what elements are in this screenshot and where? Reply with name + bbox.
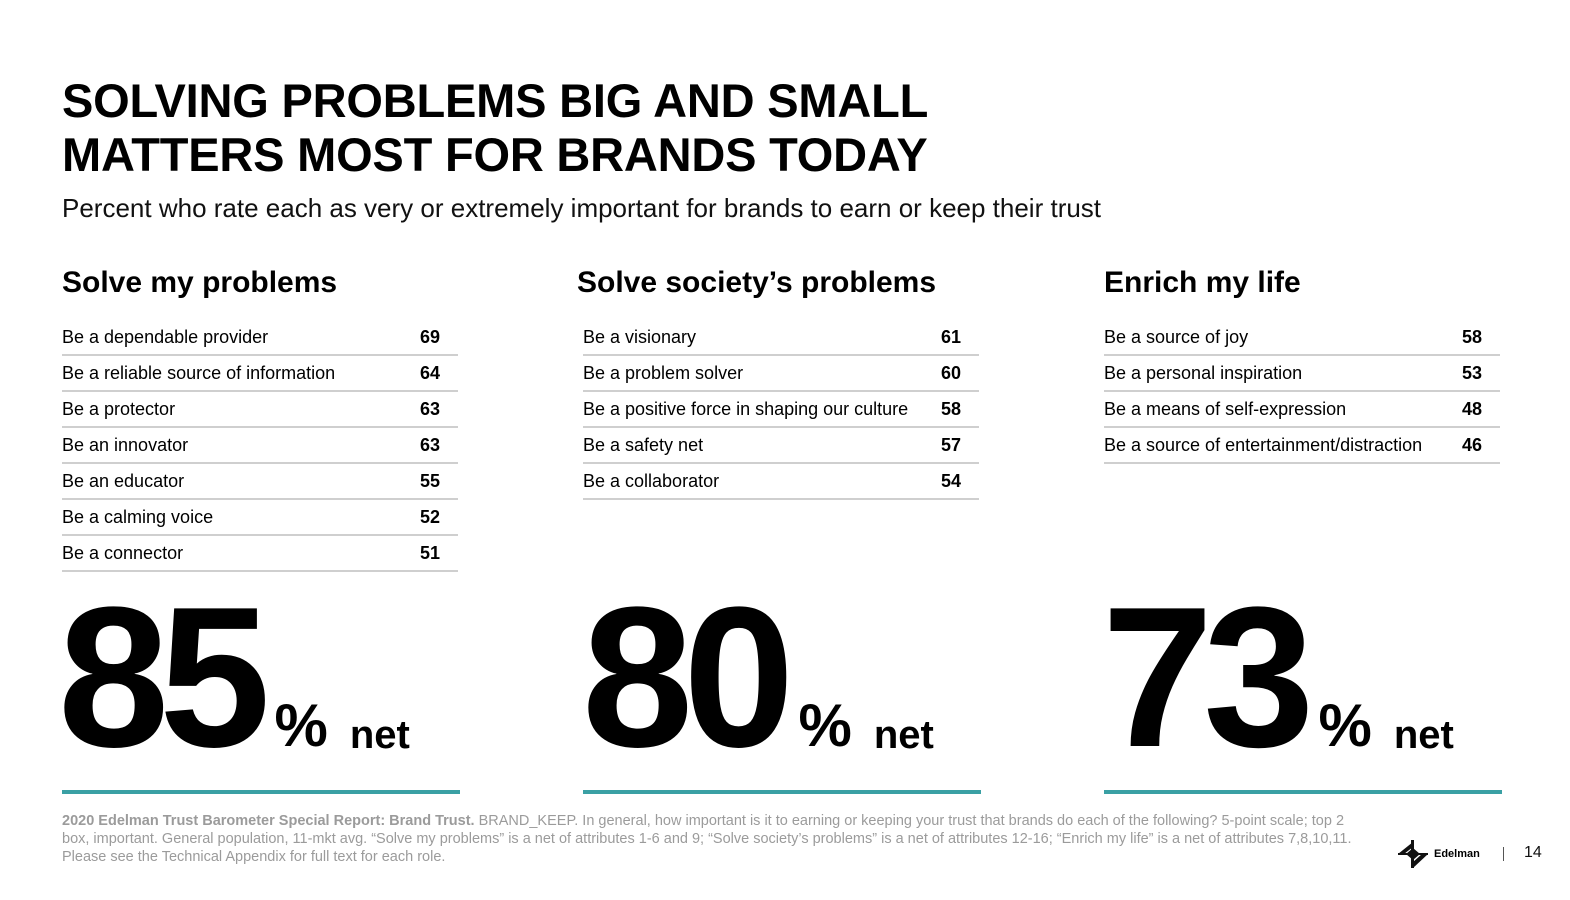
attribute-row: Be an educator 55 — [62, 464, 458, 500]
attribute-list: Be a visionary 61 Be a problem solver 60 B… — [583, 320, 979, 500]
net-stat-solve-societys-problems: 80 % net — [582, 578, 934, 778]
attribute-row: Be a connector 51 — [62, 536, 458, 572]
percent-sign: % — [798, 692, 852, 759]
attribute-row: Be a source of joy 58 — [1104, 320, 1500, 356]
attribute-label: Be a protector — [62, 398, 176, 419]
column-solve-societys-problems: Solve society’s problems Be a visionary 6… — [577, 264, 979, 500]
attribute-row: Be a visionary 61 — [583, 320, 979, 356]
attribute-row: Be a reliable source of information 64 — [62, 356, 458, 392]
percent-sign: % — [274, 692, 328, 759]
attribute-value: 52 — [420, 506, 441, 527]
page-title: SOLVING PROBLEMS BIG AND SMALL MATTERS M… — [62, 74, 929, 181]
attribute-label: Be a means of self-expression — [1104, 398, 1347, 419]
net-stat-enrich-my-life: 73 % net — [1102, 578, 1454, 778]
attribute-label: Be a source of entertainment/distraction — [1104, 434, 1423, 455]
attribute-list: Be a dependable provider 69 Be a reliable… — [62, 320, 462, 572]
attribute-label: Be a problem solver — [583, 362, 744, 383]
attribute-label: Be a source of joy — [1104, 326, 1249, 347]
attribute-value: 57 — [941, 434, 962, 455]
net-value: 73 — [1102, 566, 1314, 789]
net-label: net — [349, 713, 410, 757]
accent-divider — [583, 790, 981, 794]
attribute-label: Be an educator — [62, 470, 185, 491]
attribute-value: 46 — [1462, 434, 1483, 455]
attribute-label: Be a positive force in shaping our cultu… — [583, 398, 909, 419]
footnote-text: BRAND_KEEP. In general, how important is… — [62, 813, 1352, 865]
net-value: 85 — [58, 566, 270, 789]
attribute-row: Be a positive force in shaping our cultu… — [583, 392, 979, 428]
attribute-label: Be an innovator — [62, 434, 189, 455]
attribute-value: 64 — [420, 362, 441, 383]
attribute-label: Be a safety net — [583, 434, 704, 455]
attribute-row: Be a personal inspiration 53 — [1104, 356, 1500, 392]
page-subtitle: Percent who rate each as very or extreme… — [62, 193, 1102, 223]
footnote: 2020 Edelman Trust Barometer Special Rep… — [62, 812, 1362, 866]
edelman-logo-icon — [1398, 840, 1428, 868]
net-stat-solve-my-problems: 85 % net — [58, 578, 410, 778]
attribute-value: 55 — [420, 470, 441, 491]
attribute-label: Be a calming voice — [62, 506, 214, 527]
column-enrich-my-life: Enrich my life Be a source of joy 58 Be a… — [1104, 264, 1504, 464]
attribute-label: Be a personal inspiration — [1104, 362, 1303, 383]
page-number: 14 — [1524, 844, 1542, 861]
attribute-value: 58 — [941, 398, 962, 419]
attribute-value: 58 — [1462, 326, 1483, 347]
attribute-row: Be a safety net 57 — [583, 428, 979, 464]
attribute-label: Be a collaborator — [583, 470, 720, 491]
attribute-value: 61 — [941, 326, 962, 347]
attribute-label: Be a dependable provider — [62, 326, 269, 347]
attribute-value: 48 — [1462, 398, 1483, 419]
column-solve-my-problems: Solve my problems Be a dependable provid… — [62, 264, 462, 572]
percent-sign: % — [1318, 692, 1372, 759]
edelman-logo: Edelman — [1396, 838, 1480, 870]
attribute-row: Be an innovator 63 — [62, 428, 458, 464]
attribute-row: Be a means of self-expression 48 — [1104, 392, 1500, 428]
attribute-value: 60 — [941, 362, 962, 383]
attribute-value: 54 — [941, 470, 962, 491]
column-heading: Solve society’s problems — [577, 266, 937, 299]
column-heading: Solve my problems — [62, 266, 338, 299]
attribute-row: Be a protector 63 — [62, 392, 458, 428]
attribute-value: 69 — [420, 326, 441, 347]
attribute-row: Be a dependable provider 69 — [62, 320, 458, 356]
footer-divider — [1503, 847, 1504, 861]
attribute-value: 51 — [420, 542, 441, 563]
attribute-label: Be a reliable source of information — [62, 362, 336, 383]
column-heading: Enrich my life — [1104, 266, 1301, 299]
attribute-value: 63 — [420, 398, 441, 419]
attribute-row: Be a collaborator 54 — [583, 464, 979, 500]
net-label: net — [1393, 713, 1454, 757]
footnote-source: 2020 Edelman Trust Barometer Special Rep… — [62, 813, 475, 829]
attribute-label: Be a connector — [62, 542, 184, 563]
accent-divider — [1104, 790, 1502, 794]
attribute-row: Be a source of entertainment/distraction… — [1104, 428, 1500, 464]
attribute-row: Be a problem solver 60 — [583, 356, 979, 392]
attribute-list: Be a source of joy 58 Be a personal inspi… — [1104, 320, 1504, 464]
attribute-label: Be a visionary — [583, 326, 697, 347]
net-value: 80 — [582, 566, 794, 789]
attribute-value: 53 — [1462, 362, 1483, 383]
accent-divider — [62, 790, 460, 794]
logo-text: Edelman — [1434, 848, 1480, 860]
net-label: net — [873, 713, 934, 757]
attribute-row: Be a calming voice 52 — [62, 500, 458, 536]
attribute-value: 63 — [420, 434, 441, 455]
